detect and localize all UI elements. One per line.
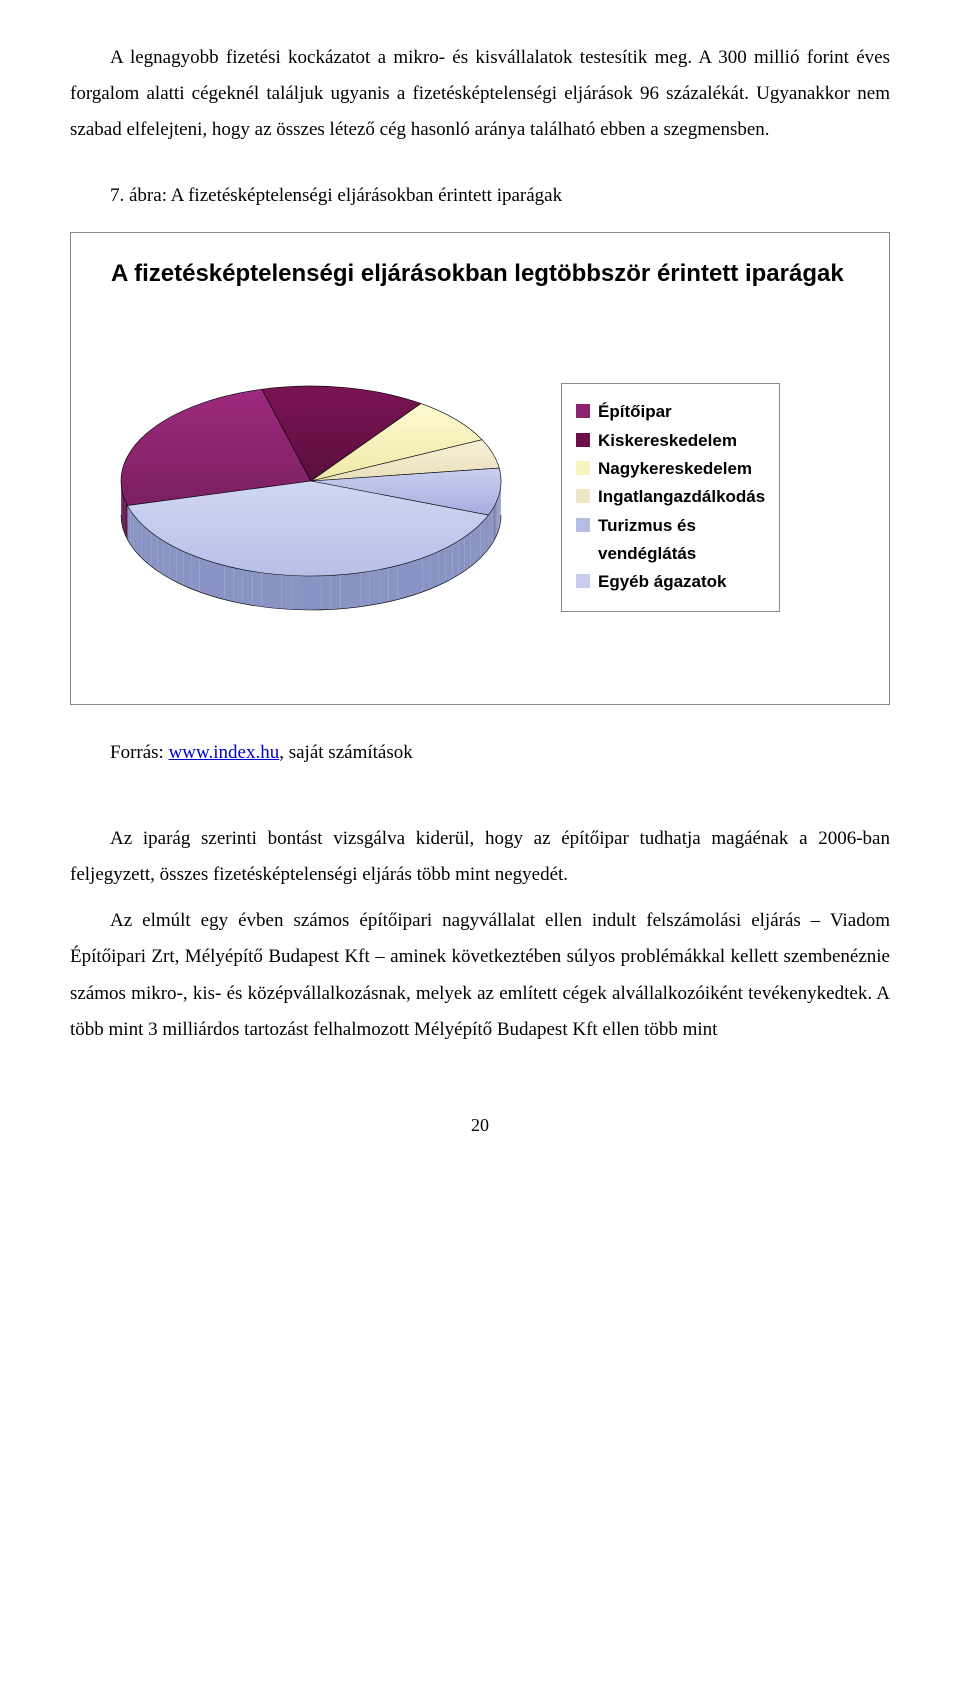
legend-label: Nagykereskedelem bbox=[598, 459, 752, 479]
legend-label: Építőipar bbox=[598, 402, 672, 422]
legend-label: Kiskereskedelem bbox=[598, 431, 737, 451]
pie-chart bbox=[101, 331, 531, 664]
legend-label: Egyéb ágazatok bbox=[598, 572, 727, 592]
legend-swatch bbox=[576, 574, 590, 588]
legend-swatch bbox=[576, 461, 590, 475]
legend-item: Turizmus és bbox=[576, 516, 765, 536]
legend-item: Egyéb ágazatok bbox=[576, 572, 765, 592]
legend-item-continuation: vendéglátás bbox=[576, 544, 765, 564]
chart-title: A fizetésképtelenségi eljárásokban legtö… bbox=[111, 257, 859, 291]
legend-item: Kiskereskedelem bbox=[576, 431, 765, 451]
chart-source: Forrás: www.index.hu, saját számítások bbox=[70, 735, 890, 771]
chart-legend: Építőipar Kiskereskedelem Nagykereskedelem… bbox=[561, 383, 780, 612]
body-paragraph-1: Az iparág szerinti bontást vizsgálva kid… bbox=[70, 821, 890, 893]
legend-swatch bbox=[576, 404, 590, 418]
legend-swatch bbox=[576, 433, 590, 447]
legend-label: vendéglátás bbox=[598, 544, 696, 564]
body-paragraph-2: Az elmúlt egy évben számos építőipari na… bbox=[70, 903, 890, 1047]
legend-label: Ingatlangazdálkodás bbox=[598, 487, 765, 507]
chart-container: A fizetésképtelenségi eljárásokban legtö… bbox=[70, 232, 890, 705]
intro-paragraph: A legnagyobb fizetési kockázatot a mikro… bbox=[70, 40, 890, 148]
page-number: 20 bbox=[70, 1108, 890, 1142]
legend-swatch bbox=[576, 489, 590, 503]
legend-swatch bbox=[576, 518, 590, 532]
figure-caption: 7. ábra: A fizetésképtelenségi eljárások… bbox=[70, 178, 890, 214]
legend-item: Nagykereskedelem bbox=[576, 459, 765, 479]
legend-label: Turizmus és bbox=[598, 516, 696, 536]
source-suffix: , saját számítások bbox=[279, 742, 413, 763]
legend-item: Ingatlangazdálkodás bbox=[576, 487, 765, 507]
source-link[interactable]: www.index.hu bbox=[169, 742, 280, 763]
legend-item: Építőipar bbox=[576, 402, 765, 422]
source-prefix: Forrás: bbox=[110, 742, 169, 763]
